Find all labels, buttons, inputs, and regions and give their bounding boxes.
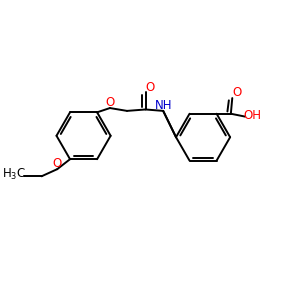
Text: OH: OH	[244, 109, 262, 122]
Text: O: O	[232, 86, 241, 99]
Text: H$_3$C: H$_3$C	[2, 167, 26, 182]
Text: O: O	[106, 96, 115, 109]
Text: O: O	[145, 81, 154, 94]
Text: NH: NH	[155, 99, 172, 112]
Text: O: O	[52, 157, 61, 170]
